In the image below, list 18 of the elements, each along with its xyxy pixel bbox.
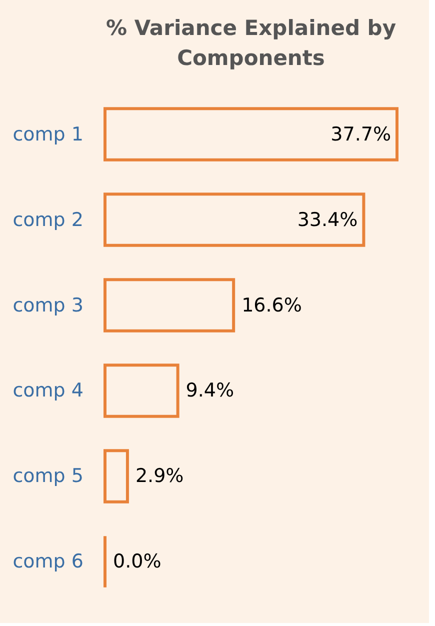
y-tick-label: comp 6 — [12, 550, 84, 573]
y-tick-label: comp 5 — [12, 465, 84, 488]
data-label: 0.0% — [113, 550, 162, 573]
y-tick-label: comp 1 — [12, 123, 84, 146]
bar — [104, 278, 236, 332]
data-label: 37.7% — [330, 123, 391, 146]
data-label: 9.4% — [186, 380, 234, 402]
y-tick-label: comp 2 — [12, 208, 84, 231]
bar — [104, 107, 398, 162]
data-label: 2.9% — [135, 465, 184, 488]
y-tick-label: comp 3 — [12, 294, 84, 316]
y-tick-label: comp 4 — [12, 380, 84, 402]
bar — [104, 192, 366, 247]
chart-title: % Variance Explained by Components — [106, 16, 396, 70]
data-label: 33.4% — [297, 208, 358, 231]
bar — [104, 364, 180, 418]
bar — [104, 449, 129, 504]
data-label: 16.6% — [242, 294, 302, 316]
